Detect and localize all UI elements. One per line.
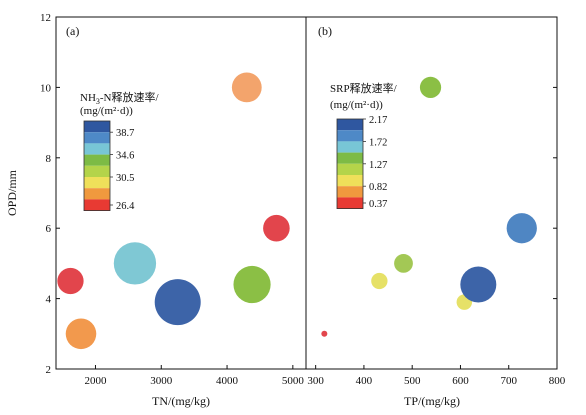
x-tick-label: 800 — [549, 375, 566, 387]
y-tick-label: 8 — [46, 153, 52, 165]
x-tick-label: 300 — [307, 375, 324, 387]
legend-tick-label: 26.4 — [116, 201, 135, 212]
tick-layer: 2000 3000 4000 5000 2 4 6 8 10 12 300 400 500 600 700 8… — [40, 12, 566, 387]
legend-tick-label: 0.37 — [369, 199, 387, 210]
legend-tick-label: 38.7 — [116, 128, 134, 139]
legend-bar-frame — [83, 120, 111, 211]
x-tick-label: 700 — [500, 375, 517, 387]
legend-tick-label: 34.6 — [116, 151, 134, 162]
legend-tick-label: 1.27 — [369, 160, 387, 171]
legend-swatch — [84, 165, 110, 177]
bubble-point — [263, 214, 290, 242]
x-tick-label: 400 — [356, 375, 373, 387]
legend-layer: 38.7 34.6 30.5 26.4 2.17 1.72 1.27 0.82 0.37 — [83, 115, 387, 212]
legend-swatch — [337, 175, 363, 187]
x-tick-label: 2000 — [84, 375, 107, 387]
legend-swatch — [84, 154, 110, 166]
legend-title-a-line1: NH3-N释放速率/ — [80, 90, 159, 106]
legend-tick-label: 0.82 — [369, 182, 387, 193]
points-layer — [57, 72, 537, 350]
y-tick-label: 12 — [40, 12, 51, 24]
legend-swatch — [84, 132, 110, 144]
bubble-point — [321, 330, 328, 337]
legend-swatch — [84, 177, 110, 189]
bubble-point — [506, 213, 537, 244]
legend-swatch — [337, 141, 363, 153]
legend-tick-label: 1.72 — [369, 137, 387, 148]
bubble-point — [460, 266, 497, 303]
y-tick-label: 4 — [46, 294, 52, 306]
bubble-point — [233, 265, 271, 304]
legend-swatch — [84, 188, 110, 200]
y-axis-title: OPD/mm — [5, 169, 19, 216]
legend-swatch — [337, 197, 363, 209]
x-tick-label: 600 — [452, 375, 469, 387]
bubble-point — [113, 242, 157, 285]
legend-title-b-line1: SRP释放速率/ — [330, 81, 398, 95]
bubble-point — [57, 267, 84, 295]
y-tick-label: 6 — [46, 223, 52, 235]
x-tick-label: 3000 — [150, 375, 173, 387]
bubble-point — [231, 72, 262, 103]
panel-label-a: (a) — [66, 24, 79, 38]
bubble-point — [65, 318, 97, 350]
legend-title-a-line2: (mg/(m²·d)) — [80, 105, 133, 117]
x-tick-label: 5000 — [282, 375, 305, 387]
legend-swatch — [337, 130, 363, 142]
panel-label-b: (b) — [318, 24, 332, 38]
bubble-point — [419, 76, 442, 99]
y-tick-label: 2 — [46, 364, 52, 376]
legend-swatch — [337, 152, 363, 164]
x-tick-label: 4000 — [216, 375, 239, 387]
legend-swatch — [84, 199, 110, 211]
x-axis-title-b: TP/(mg/kg) — [404, 394, 460, 408]
bubble-point — [371, 272, 388, 290]
x-axis-title-a: TN/(mg/kg) — [152, 394, 210, 408]
bubble-point — [154, 279, 201, 326]
legend-swatch — [84, 143, 110, 155]
legend-tick-label: 30.5 — [116, 173, 134, 184]
legend-swatch — [84, 121, 110, 133]
y-tick-label: 10 — [40, 82, 52, 94]
legend-swatch — [337, 186, 363, 198]
x-tick-label: 500 — [404, 375, 421, 387]
bubble-point — [394, 254, 413, 273]
legend-swatch — [337, 119, 363, 131]
legend-swatch — [337, 163, 363, 175]
legend-tick-label: 2.17 — [369, 115, 387, 126]
legend-title-b-line2: (mg/(m²·d)) — [330, 99, 383, 111]
